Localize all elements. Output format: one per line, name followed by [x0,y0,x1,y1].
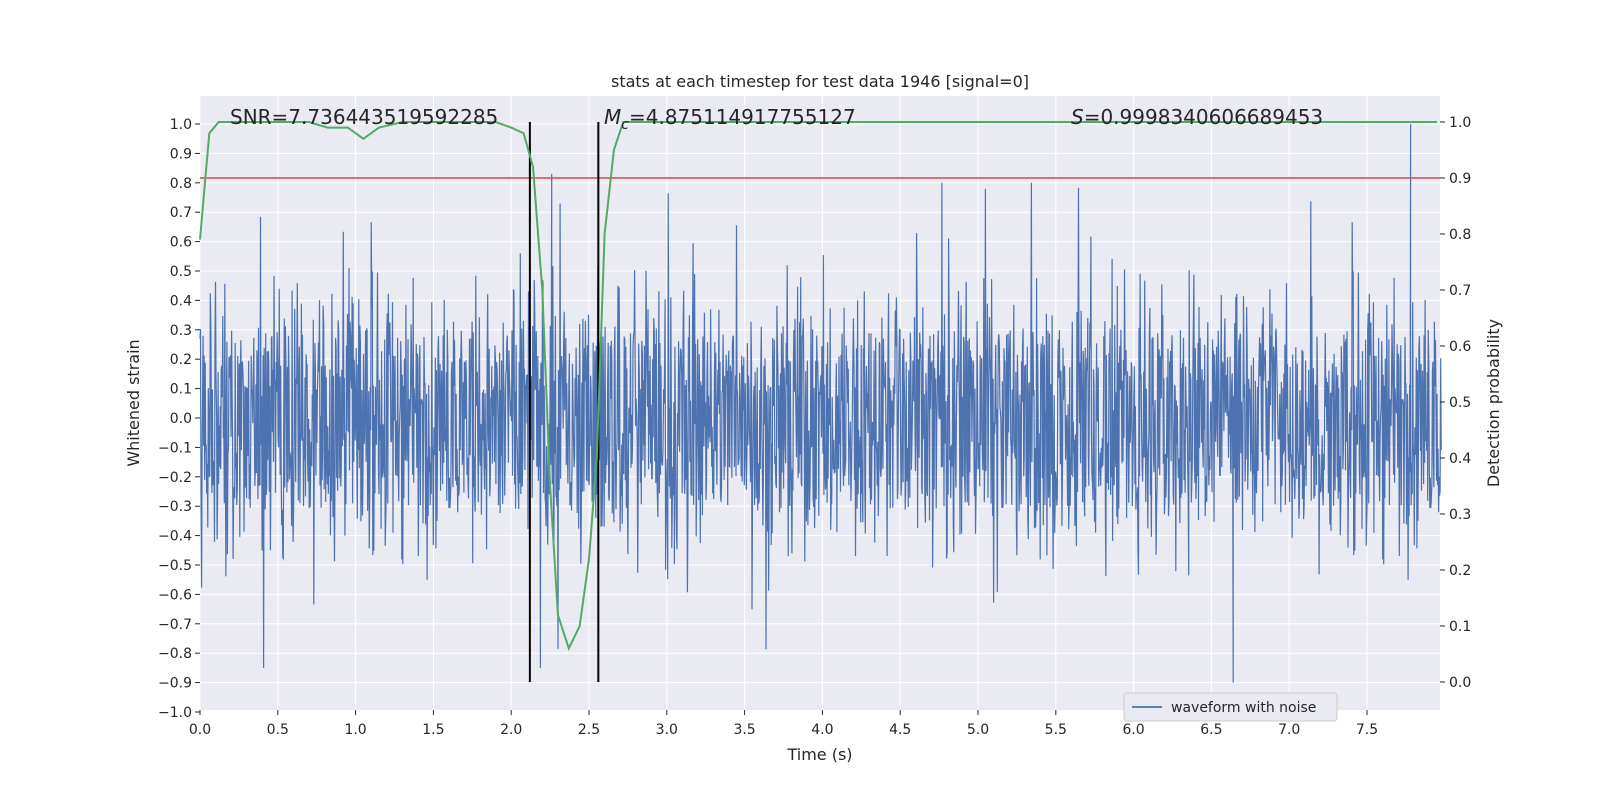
y-tick-label: −0.6 [158,587,192,603]
y-tick-label: 0.7 [170,205,192,221]
x-tick-label: 5.0 [967,722,989,738]
y-tick-label: 0.9 [170,146,192,162]
y2-tick-label: 0.8 [1449,227,1471,243]
y-axis-label: Whitened strain [124,339,143,466]
chirp-mass-annotation: Mc=4.875114917755127 [604,105,856,133]
y-tick-label: −0.9 [158,676,192,692]
chart-title: stats at each timestep for test data 194… [611,72,1029,91]
x-tick-label: 1.0 [344,722,366,738]
y2-tick-label: 0.2 [1449,563,1471,579]
chirp-mass-symbol: M [604,105,621,129]
y2-tick-label: 0.7 [1449,283,1471,299]
y-tick-label: 0.1 [170,382,192,398]
y-tick-label: 0.8 [170,176,192,192]
probability-line [199,121,1437,652]
y-tick-label: 0.6 [170,235,192,251]
y-tick-label: −0.5 [158,558,192,574]
x-tick-label: 3.0 [656,722,678,738]
y2-tick-label: 0.6 [1449,339,1471,355]
chirp-mass-subscript: c [621,117,629,133]
y-tick-label: −0.4 [158,529,192,545]
x-tick-label: 7.5 [1356,722,1378,738]
s-statistic-annotation: S=0.9998340606689453 [1071,105,1323,129]
y-tick-label: −0.8 [158,646,192,662]
y-tick-label: −0.2 [158,470,192,486]
y-tick-label: −0.7 [158,617,192,633]
y2-tick-label: 0.4 [1449,451,1471,467]
x-tick-label: 6.0 [1122,722,1144,738]
x-axis-label: Time (s) [786,745,852,764]
s-statistic-symbol: S [1071,105,1084,129]
y2-tick-label: 0.5 [1449,395,1471,411]
s-statistic-value: =0.9998340606689453 [1084,105,1323,129]
y2-tick-label: 1.0 [1449,115,1471,131]
x-tick-label: 7.0 [1278,722,1300,738]
legend-label: waveform with noise [1171,700,1316,716]
chirp-mass-value: =4.875114917755127 [629,105,856,129]
y2-tick-label: 0.1 [1449,619,1471,635]
waveform-series [199,123,1442,683]
y2-tick-label: 0.3 [1449,507,1471,523]
x-tick-label: 4.0 [811,722,833,738]
y-tick-label: −0.3 [158,499,192,515]
y-tick-label: −0.1 [158,440,192,456]
legend: waveform with noise [1123,692,1338,722]
x-axis-ticks: 0.0 0.5 1.0 1.5 2.0 2.5 3.0 3.5 4.0 4.5 5.0 5.5 6.0 6… [189,710,1378,738]
x-tick-label: 1.5 [422,722,444,738]
y-tick-label: −1.0 [158,705,192,721]
snr-annotation: SNR=7.736443519592285 [230,105,498,129]
y-tick-label: 0.0 [170,411,192,427]
y-tick-label: 0.3 [170,323,192,339]
y2-tick-label: 0.0 [1449,675,1471,691]
waveform-line [199,123,1442,683]
y-tick-label: 0.4 [170,293,192,309]
legend-box [1123,692,1338,722]
y-tick-label: 0.2 [170,352,192,368]
y-tick-label: 1.0 [170,117,192,133]
y-axis-ticks: 1.0 0.9 0.8 0.7 0.6 0.5 0.4 0.3 0.2 0.1 0.0 −0.1 −0.… [158,117,200,721]
y2-axis-ticks: 1.0 0.9 0.8 0.7 0.6 0.5 0.4 0.3 0.2 0.1 0.0 [1440,115,1471,691]
x-tick-label: 0.5 [267,722,289,738]
y2-tick-label: 0.9 [1449,171,1471,187]
x-tick-label: 5.5 [1045,722,1067,738]
x-tick-label: 3.5 [733,722,755,738]
y-tick-label: 0.5 [170,264,192,280]
y2-axis-label: Detection probability [1484,319,1503,487]
x-tick-label: 2.0 [500,722,522,738]
x-tick-label: 6.5 [1200,722,1222,738]
probability-series [199,121,1437,652]
x-tick-label: 4.5 [889,722,911,738]
x-tick-label: 2.5 [578,722,600,738]
x-tick-label: 0.0 [189,722,211,738]
